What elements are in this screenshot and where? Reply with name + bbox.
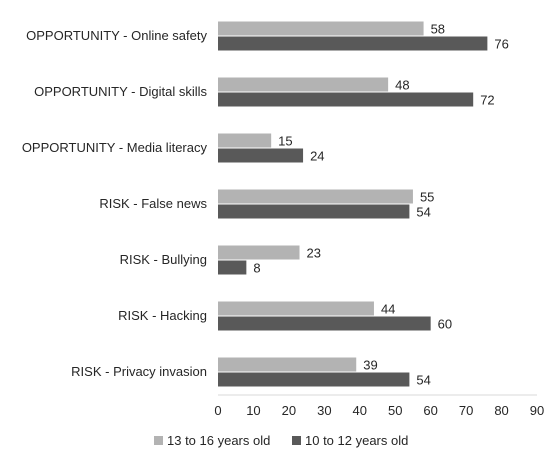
x-tick-label: 50 [388,403,402,418]
legend-label: 10 to 12 years old [305,433,408,448]
legend-swatch [292,436,301,445]
data-label: 24 [310,149,324,164]
bar [218,92,474,107]
bar [218,77,389,92]
x-tick-label: 90 [530,403,544,418]
x-tick-label: 30 [317,403,331,418]
data-label: 8 [253,261,260,276]
category-label: RISK - Privacy invasion [71,364,207,379]
category-label: RISK - False news [99,196,207,211]
x-tick-label: 10 [246,403,260,418]
data-label: 58 [431,22,445,37]
data-label: 15 [278,134,292,149]
bar [218,301,374,316]
x-tick-label: 70 [459,403,473,418]
data-label: 23 [307,246,321,261]
category-label: RISK - Bullying [120,252,207,267]
data-label: 54 [416,205,430,220]
data-label: 48 [395,78,409,93]
bar [218,260,247,275]
category-label: OPPORTUNITY - Online safety [26,28,207,43]
bar [218,133,272,148]
data-label: 60 [438,317,452,332]
x-tick-labels: 0 10 20 30 40 50 60 70 80 90 [214,403,544,418]
category-labels: OPPORTUNITY - Online safety OPPORTUNITY -… [22,28,208,379]
bar [218,36,488,51]
category-label: OPPORTUNITY - Media literacy [22,140,208,155]
bar [218,316,431,331]
category-label: OPPORTUNITY - Digital skills [34,84,207,99]
data-label: 39 [363,358,377,373]
category-label: RISK - Hacking [118,308,207,323]
legend-swatch [154,436,163,445]
data-label: 72 [480,93,494,108]
bar [218,148,304,163]
legend: 13 to 16 years old 10 to 12 years old [154,433,408,448]
bar [218,372,410,387]
bars [218,21,488,387]
bar [218,21,424,36]
x-tick-label: 0 [214,403,221,418]
data-label: 44 [381,302,395,317]
x-tick-label: 80 [494,403,508,418]
x-tick-label: 60 [423,403,437,418]
data-label: 76 [494,37,508,52]
bar [218,245,300,260]
bar [218,357,357,372]
legend-label: 13 to 16 years old [167,433,270,448]
x-tick-label: 20 [282,403,296,418]
x-tick-label: 40 [353,403,367,418]
bar [218,189,413,204]
data-label: 54 [416,373,430,388]
data-label: 55 [420,190,434,205]
bar [218,204,410,219]
